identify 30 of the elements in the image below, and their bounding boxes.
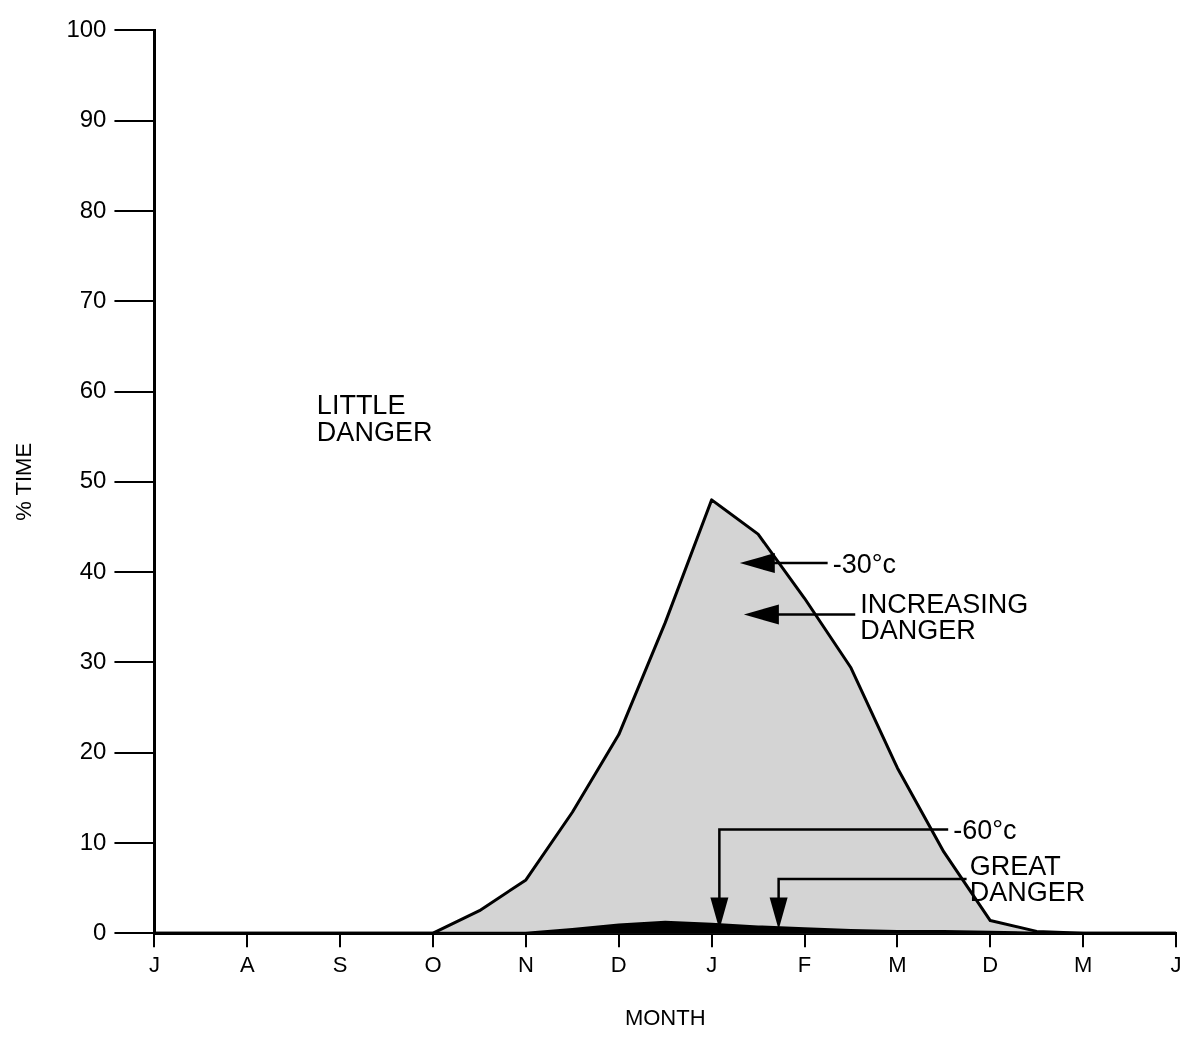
y-tick-label: 60: [79, 376, 107, 404]
x-tick-label: D: [982, 952, 999, 978]
y-tick-label: 90: [79, 105, 107, 133]
y-tick-label: 50: [79, 466, 107, 494]
annotation: LITTLE DANGER: [316, 390, 433, 448]
x-tick-label: M: [1073, 952, 1093, 978]
x-tick-label: F: [797, 952, 812, 978]
y-tick-label: 40: [79, 556, 107, 584]
x-axis-title: MONTH: [624, 1004, 706, 1030]
y-tick-label: 100: [66, 15, 107, 43]
y-tick-label: 20: [79, 737, 107, 765]
y-tick-label: 10: [79, 827, 107, 855]
x-tick-label: N: [517, 952, 534, 978]
annotation: -30°c: [832, 549, 897, 580]
annotation: -60°c: [953, 815, 1017, 846]
y-tick-label: 80: [79, 195, 107, 223]
y-tick-label: 0: [93, 917, 107, 945]
x-tick-label: O: [424, 952, 442, 978]
y-tick-label: 30: [79, 646, 107, 674]
annotation: GREAT DANGER: [969, 851, 1086, 908]
x-tick-label: M: [888, 952, 907, 978]
x-tick-label: D: [610, 952, 627, 978]
x-tick-label: A: [239, 952, 255, 978]
x-tick-label: J: [148, 952, 160, 978]
y-axis-title: % TIME: [11, 442, 37, 521]
x-tick-label: J: [1170, 952, 1182, 978]
y-tick-label: 70: [79, 285, 107, 313]
annotation: INCREASING DANGER: [860, 588, 1029, 645]
x-tick-label: J: [706, 952, 718, 978]
x-tick-label: S: [332, 952, 348, 978]
